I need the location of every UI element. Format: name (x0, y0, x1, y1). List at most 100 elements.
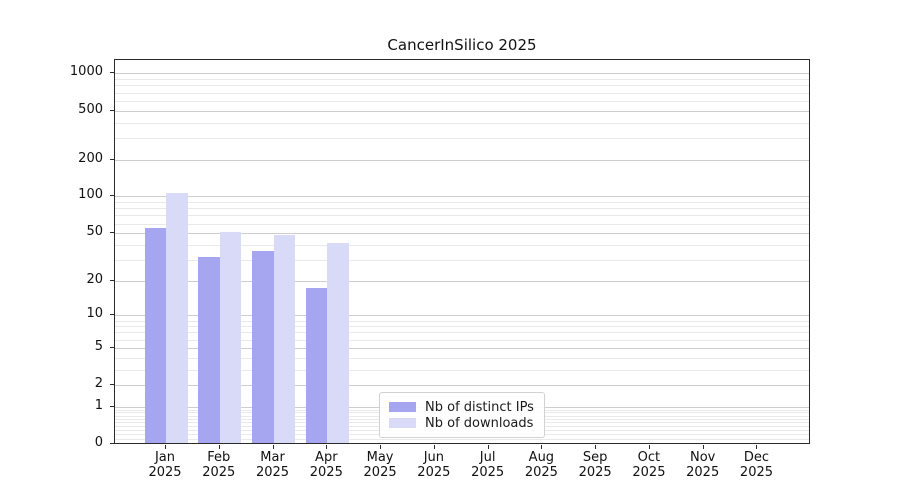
x-tick-year: 2025 (255, 465, 290, 480)
gridline-minor-9 (115, 320, 809, 322)
x-tick-year: 2025 (202, 465, 236, 480)
y-tick-label-50: 50 (86, 224, 103, 240)
y-tick-label-10: 10 (86, 306, 103, 322)
y-tick-mark-1 (110, 405, 114, 407)
x-tick-label-sep: Sep 2025 (563, 450, 627, 480)
y-tick-label-20: 20 (86, 271, 103, 287)
gridline-minor-900 (115, 79, 809, 81)
gridline-minor-70 (115, 215, 809, 217)
y-tick-label-500: 500 (78, 101, 103, 117)
x-tick-mark-jun (433, 445, 435, 449)
gridline-minor-6 (115, 339, 809, 341)
legend: Nb of distinct IPs Nb of downloads (379, 392, 545, 438)
gridline-major-20 (115, 280, 809, 282)
x-tick-mark-feb (218, 445, 220, 449)
x-tick-month: Jul (479, 450, 496, 465)
x-tick-label-jul: Jul 2025 (456, 450, 520, 480)
y-tick-label-2: 2 (94, 376, 103, 392)
y-tick-mark-5 (110, 346, 114, 348)
y-tick-mark-1000 (110, 72, 114, 74)
gridline-minor-400 (115, 122, 809, 124)
bar-jan-downloads (166, 192, 188, 443)
distinct-ips-swatch-icon (389, 402, 416, 412)
gridline-minor-0.1 (115, 438, 809, 440)
y-tick-label-0: 0 (94, 435, 103, 450)
x-tick-month: Sep (582, 450, 608, 465)
gridline-minor-800 (115, 85, 809, 87)
x-tick-mark-sep (595, 445, 597, 449)
chart-title: CancerInSilico 2025 (387, 36, 537, 54)
downloads-swatch-icon (389, 418, 416, 428)
gridline-minor-30 (115, 259, 809, 261)
gridline-major-2 (115, 385, 809, 387)
x-tick-month: Jun (423, 450, 444, 465)
bar-mar-distinct-ips (252, 250, 274, 443)
x-tick-year: 2025 (632, 465, 666, 480)
gridline-minor-3 (115, 369, 809, 371)
bar-feb-distinct-ips (198, 257, 220, 443)
x-tick-label-nov: Nov 2025 (671, 450, 735, 480)
x-tick-mark-jul (487, 445, 489, 449)
x-tick-label-mar: Mar 2025 (241, 450, 305, 480)
x-tick-month: Oct (637, 450, 661, 465)
y-tick-mark-200 (110, 158, 114, 160)
x-tick-year: 2025 (363, 465, 397, 480)
x-tick-month: Dec (743, 450, 770, 465)
x-tick-mark-dec (756, 445, 758, 449)
y-tick-mark-100 (110, 195, 114, 197)
bar-apr-distinct-ips (305, 287, 328, 443)
y-tick-label-100: 100 (78, 187, 103, 203)
y-tick-mark-20 (110, 279, 114, 281)
gridline-minor-4 (115, 357, 809, 359)
x-tick-label-jan: Jan 2025 (133, 450, 197, 480)
gridline-minor-40 (115, 244, 809, 246)
x-tick-label-jun: Jun 2025 (402, 450, 466, 480)
x-tick-year: 2025 (471, 465, 505, 480)
x-tick-month: Aug (528, 450, 555, 465)
y-tick-mark-10 (110, 314, 114, 316)
gridline-minor-600 (115, 100, 809, 102)
gridline-major-50 (115, 233, 809, 235)
x-tick-month: Jan (154, 450, 176, 465)
y-tick-mark-0 (110, 443, 114, 444)
x-tick-mark-oct (648, 445, 650, 449)
gridline-major-5 (115, 347, 809, 349)
x-tick-mark-jan (165, 445, 166, 449)
x-tick-label-feb: Feb 2025 (187, 450, 251, 480)
x-tick-month: Nov (690, 450, 716, 465)
x-tick-year: 2025 (686, 465, 720, 480)
y-tick-mark-50 (110, 232, 114, 234)
legend-item-distinct-ips: Nb of distinct IPs (389, 399, 535, 415)
y-tick-label-200: 200 (78, 150, 103, 166)
x-tick-mark-nov (702, 445, 704, 449)
gridline-major-500 (115, 110, 809, 112)
x-tick-mark-mar (272, 445, 274, 449)
legend-item-downloads: Nb of downloads (389, 415, 535, 431)
gridline-minor-700 (115, 92, 809, 94)
x-tick-month: Apr (315, 450, 338, 465)
x-tick-month: Feb (207, 450, 231, 465)
gridline-minor-8 (115, 326, 809, 328)
x-tick-year: 2025 (148, 465, 182, 480)
y-tick-label-1: 1 (94, 397, 103, 413)
x-tick-year: 2025 (524, 465, 558, 480)
plot-area: Nb of distinct IPs Nb of downloads (114, 59, 810, 444)
y-tick-mark-500 (110, 109, 114, 111)
x-tick-mark-may (380, 445, 382, 449)
gridline-major-10 (115, 315, 809, 317)
x-tick-label-apr: Apr 2025 (294, 450, 358, 480)
legend-label-downloads: Nb of downloads (425, 415, 534, 431)
bar-mar-downloads (273, 235, 296, 443)
bar-apr-downloads (327, 242, 349, 443)
legend-label-distinct-ips: Nb of distinct IPs (425, 399, 534, 415)
x-tick-label-may: May 2025 (348, 450, 412, 480)
gridline-major-200 (115, 159, 809, 161)
x-tick-month: May (366, 450, 394, 465)
gridline-minor-60 (115, 223, 809, 225)
gridline-major-100 (115, 196, 809, 198)
gridline-minor-7 (115, 332, 809, 334)
y-tick-label-1000: 1000 (69, 64, 103, 80)
x-tick-mark-apr (326, 445, 328, 449)
y-tick-mark-2 (110, 384, 114, 386)
